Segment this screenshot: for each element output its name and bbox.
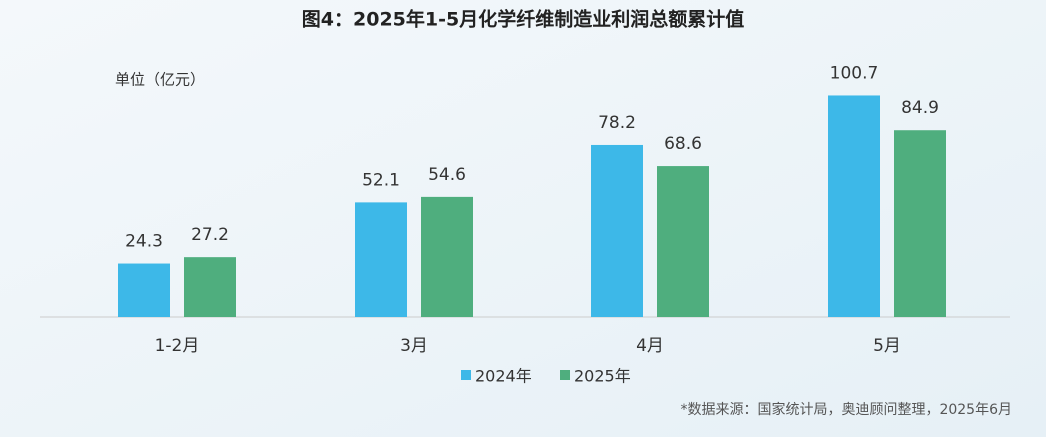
legend-label: 2025年: [574, 367, 631, 386]
legend-label: 2024年: [475, 367, 532, 386]
value-label: 68.6: [664, 134, 702, 154]
bar: [828, 95, 880, 318]
value-label: 78.2: [598, 113, 636, 133]
x-tick-label: 3月: [400, 336, 428, 356]
bar: [657, 166, 709, 317]
value-label: 84.9: [901, 98, 939, 118]
x-tick-label: 5月: [873, 336, 901, 356]
chart-title: 图4：2025年1-5月化学纤维制造业利润总额累计值: [302, 8, 744, 31]
value-label: 27.2: [191, 225, 229, 245]
bar: [118, 263, 170, 317]
value-label: 54.6: [428, 165, 466, 185]
unit-label: 单位（亿元）: [115, 71, 205, 89]
bar: [355, 202, 407, 317]
value-label: 100.7: [830, 63, 879, 83]
legend-swatch: [560, 370, 570, 380]
bar: [894, 130, 946, 317]
value-label: 52.1: [362, 170, 400, 190]
bar: [591, 144, 643, 317]
x-tick-label: 4月: [636, 336, 664, 356]
value-label: 24.3: [125, 232, 163, 252]
x-tick-label: 1-2月: [155, 336, 200, 356]
source-note: *数据来源：国家统计局，奥迪顾问整理，2025年6月: [680, 401, 1012, 418]
bar: [421, 196, 473, 317]
bar: [184, 257, 236, 317]
legend-swatch: [461, 370, 471, 380]
